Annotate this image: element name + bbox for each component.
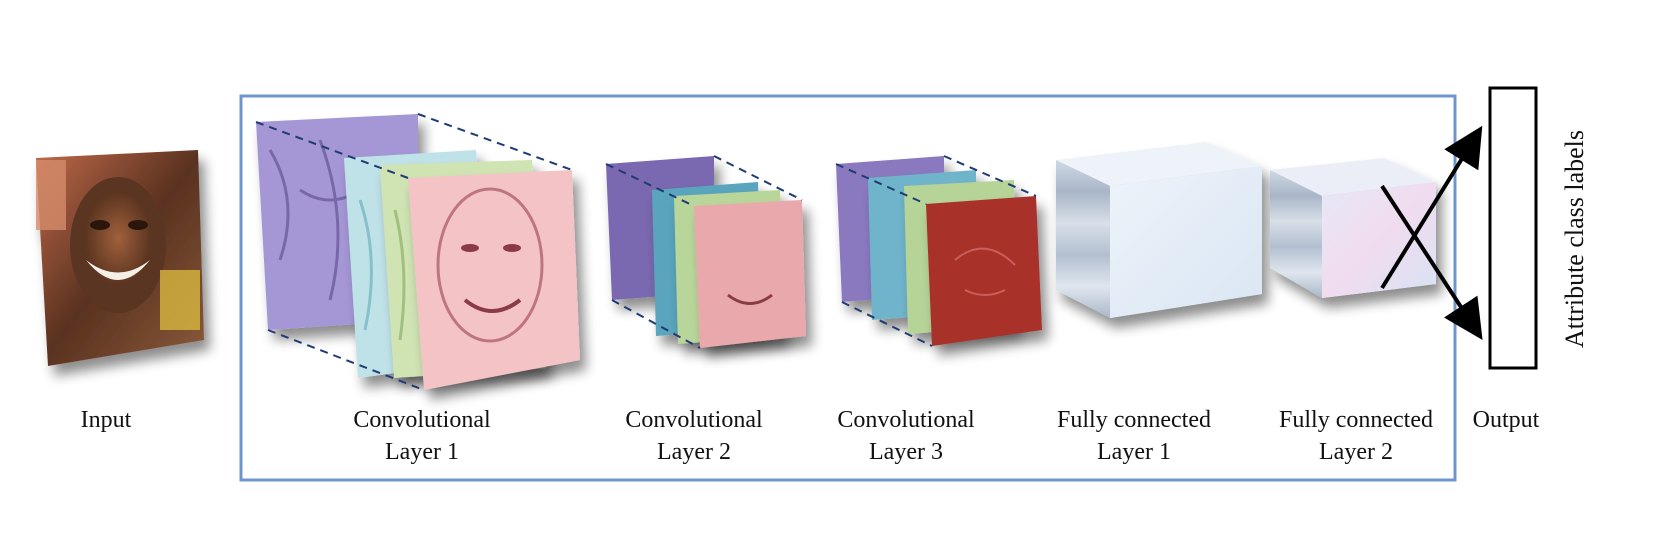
output-box-text: Attribute class labels xyxy=(1560,129,1589,349)
output-arrows xyxy=(1380,125,1483,341)
conv1-label-line1: Convolutional xyxy=(353,407,491,433)
fc2-label-line1: Fully connected xyxy=(1279,407,1433,433)
conv3-label-line1: Convolutional xyxy=(837,407,975,433)
network-frame xyxy=(239,94,1457,482)
conv-layer-3 xyxy=(835,155,1042,347)
output-label: Output xyxy=(1472,407,1540,433)
conv2-map-pink xyxy=(694,200,806,348)
fc2-caption: Fully connected Layer 2 xyxy=(1279,404,1433,468)
fc1-label-line1: Fully connected xyxy=(1057,407,1211,433)
fc1-label-line2: Layer 1 xyxy=(1097,439,1171,465)
conv2-label-line2: Layer 2 xyxy=(657,439,731,465)
conv-layer-1 xyxy=(255,113,580,391)
fc-layer-2-block xyxy=(1270,158,1436,298)
input-image xyxy=(36,150,204,366)
fc-layer-1-block xyxy=(1056,142,1262,318)
conv1-map-pink xyxy=(408,170,580,390)
conv1-label-line2: Layer 1 xyxy=(385,439,459,465)
conv1-caption: Convolutional Layer 1 xyxy=(353,404,490,468)
conv2-label-line1: Convolutional xyxy=(625,407,763,433)
fc2-label-line2: Layer 2 xyxy=(1319,439,1393,465)
output-box xyxy=(1488,86,1538,370)
conv-layer-2 xyxy=(605,155,806,349)
arrow-down xyxy=(1380,184,1483,341)
conv3-map-darkred xyxy=(926,196,1042,346)
input-label: Input xyxy=(80,407,132,433)
fc1-caption: Fully connected Layer 1 xyxy=(1057,404,1211,468)
conv3-label-line2: Layer 3 xyxy=(869,439,943,465)
input-caption: Input xyxy=(81,404,132,436)
arrow-up xyxy=(1380,125,1483,290)
conv3-caption: Convolutional Layer 3 xyxy=(837,404,974,468)
conv2-caption: Convolutional Layer 2 xyxy=(625,404,762,468)
output-caption: Output xyxy=(1473,404,1540,436)
